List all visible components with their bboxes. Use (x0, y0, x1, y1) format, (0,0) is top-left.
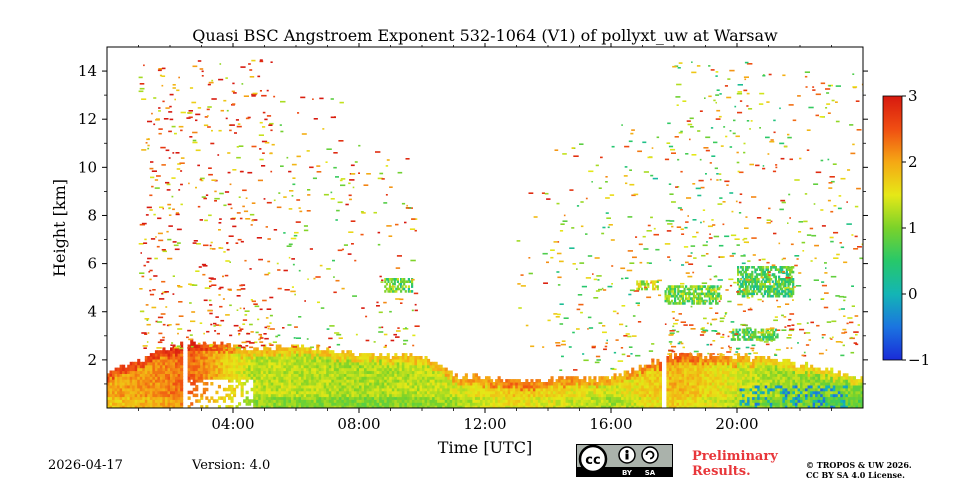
preliminary-results-note: Preliminary Results. (692, 449, 778, 479)
person-body (625, 453, 629, 460)
preliminary-line-1: Preliminary (692, 449, 778, 464)
cc-license-badge: cc BY SA (576, 444, 673, 477)
copyright-line-1: © TROPOS & UW 2026. (806, 460, 912, 470)
x-tick-label: 08:00 (337, 415, 380, 433)
x-tick-label: 20:00 (715, 415, 758, 433)
copyright-note: © TROPOS & UW 2026. CC BY SA 4.0 License… (806, 460, 912, 480)
share-alike-arc (645, 450, 655, 460)
copyright-line-2: CC BY SA 4.0 License. (806, 470, 905, 480)
chart-title: Quasi BSC Angstroem Exponent 532-1064 (V… (192, 26, 778, 45)
x-tick-label: 12:00 (463, 415, 506, 433)
colorbar-tick-label: 3 (908, 87, 918, 105)
badge-by-label: BY (622, 469, 633, 477)
y-tick-label: 14 (78, 62, 97, 80)
footer-version: Version: 4.0 (192, 458, 271, 473)
colorbar-tick-label: 0 (908, 285, 918, 303)
y-tick-label: 6 (87, 255, 97, 273)
colorbar (882, 95, 903, 361)
colorbar-tick-label: −1 (908, 351, 930, 369)
heatmap-area (107, 59, 863, 408)
x-tick-label: 04:00 (211, 415, 254, 433)
x-tick-label: 16:00 (589, 415, 632, 433)
x-axis: 04:00 08:00 12:00 16:00 20:00 (138, 43, 832, 433)
y-tick-label: 4 (87, 303, 97, 321)
share-alike-icon (641, 446, 659, 464)
y-tick-label: 12 (78, 110, 97, 128)
x-axis-label: Time [UTC] (438, 438, 532, 457)
colorbar-tick-label: 1 (908, 219, 918, 237)
y-tick-label: 2 (87, 351, 97, 369)
y-tick-label: 10 (78, 158, 97, 176)
y-axis-label: Height [km] (50, 179, 69, 277)
person-head (625, 449, 629, 454)
cc-logo-icon (578, 444, 608, 474)
y-tick-label: 8 (87, 206, 97, 224)
colorbar-tick-label: 2 (908, 153, 918, 171)
footer-date: 2026-04-17 (48, 458, 123, 473)
preliminary-line-2: Results. (692, 464, 751, 479)
colorbar-ticks: 3 2 1 0 −1 (902, 87, 930, 369)
y-axis: 2 4 6 8 10 12 14 (78, 62, 868, 385)
cc-logo-text: cc (585, 453, 600, 468)
badge-sa-label: SA (645, 469, 656, 477)
